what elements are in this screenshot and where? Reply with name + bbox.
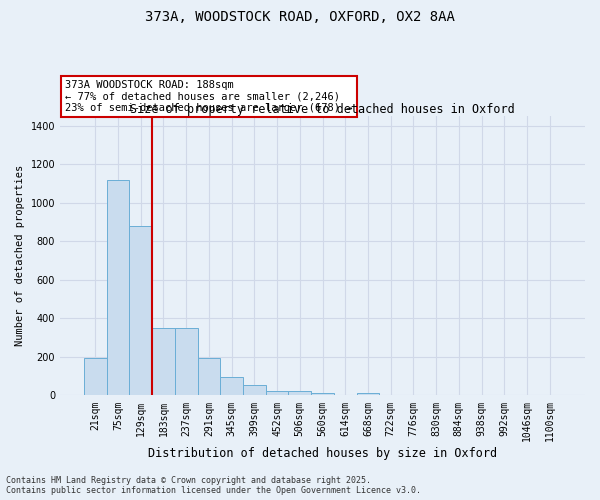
Bar: [243, 385, 266, 396]
Bar: [356, 392, 379, 396]
Bar: [220, 377, 243, 396]
Bar: [175, 328, 197, 396]
Text: 373A, WOODSTOCK ROAD, OXFORD, OX2 8AA: 373A, WOODSTOCK ROAD, OXFORD, OX2 8AA: [145, 10, 455, 24]
Bar: [289, 391, 311, 396]
Bar: [197, 358, 220, 396]
Bar: [84, 358, 107, 396]
Bar: [266, 390, 289, 396]
Bar: [311, 392, 334, 396]
Bar: [152, 328, 175, 396]
Y-axis label: Number of detached properties: Number of detached properties: [15, 165, 25, 346]
Text: Contains HM Land Registry data © Crown copyright and database right 2025.
Contai: Contains HM Land Registry data © Crown c…: [6, 476, 421, 495]
Text: 373A WOODSTOCK ROAD: 188sqm
← 77% of detached houses are smaller (2,246)
23% of : 373A WOODSTOCK ROAD: 188sqm ← 77% of det…: [65, 80, 353, 114]
Bar: [130, 226, 152, 396]
Bar: [107, 180, 130, 396]
Title: Size of property relative to detached houses in Oxford: Size of property relative to detached ho…: [130, 103, 515, 116]
X-axis label: Distribution of detached houses by size in Oxford: Distribution of detached houses by size …: [148, 447, 497, 460]
